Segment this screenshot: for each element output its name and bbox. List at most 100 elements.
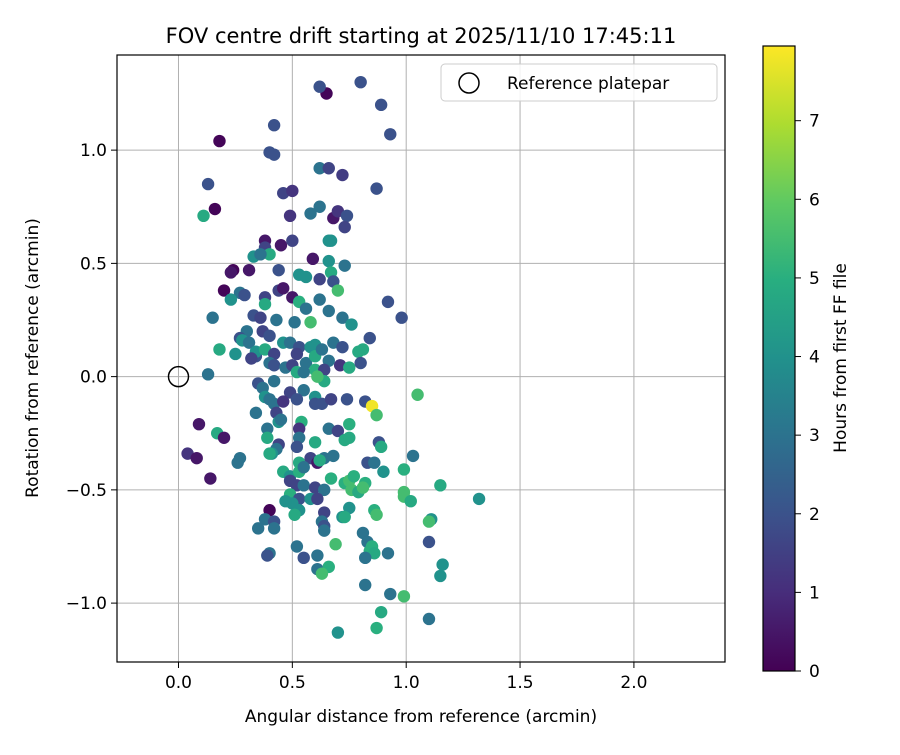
data-point — [283, 209, 297, 223]
data-point — [336, 340, 349, 354]
data-point — [258, 297, 272, 311]
data-point — [374, 440, 388, 454]
data-point — [299, 270, 313, 284]
data-point — [322, 254, 335, 268]
data-point — [311, 549, 324, 562]
y-tick-label: −1.0 — [66, 594, 107, 614]
data-point — [345, 318, 358, 331]
y-tick-label: 1.0 — [80, 141, 107, 161]
data-point — [354, 356, 367, 370]
data-point — [381, 295, 395, 309]
data-point — [254, 248, 267, 261]
data-point — [297, 479, 310, 492]
data-point — [279, 494, 292, 508]
colorbar: 0 1 2 3 4 5 6 7 Hours from first FF file — [762, 45, 851, 682]
data-points — [181, 75, 486, 639]
legend-marker-icon — [458, 72, 480, 94]
data-point — [397, 463, 411, 476]
data-point — [356, 343, 370, 356]
data-point — [313, 454, 326, 467]
data-point — [422, 515, 436, 528]
data-point — [343, 417, 356, 431]
x-tick-label: 0.0 — [165, 673, 192, 693]
data-point — [286, 184, 299, 198]
data-point — [297, 461, 310, 474]
data-point — [263, 248, 276, 261]
data-point — [274, 413, 288, 426]
data-point — [306, 252, 320, 266]
data-point — [338, 510, 351, 524]
data-point — [327, 449, 340, 463]
data-point — [267, 148, 281, 161]
y-axis-ticks: −1.0 −0.5 0.0 0.5 1.0 — [66, 141, 117, 614]
data-point — [261, 431, 274, 444]
data-point — [331, 626, 345, 639]
colorbar-tick-label: 5 — [809, 269, 820, 289]
data-point — [318, 524, 331, 537]
plot-frame — [116, 54, 726, 663]
data-point — [322, 162, 335, 175]
colorbar-gradient — [762, 45, 796, 672]
data-point — [336, 168, 349, 182]
data-point — [288, 508, 301, 521]
x-tick-label: 1.0 — [393, 673, 420, 693]
data-point — [272, 263, 285, 277]
data-point — [436, 558, 449, 571]
data-point — [208, 202, 222, 216]
data-point — [251, 522, 265, 535]
data-point — [422, 612, 436, 626]
colorbar-ticks: 0 1 2 3 4 5 6 7 — [795, 112, 820, 682]
data-point — [217, 431, 231, 444]
data-point — [374, 605, 388, 619]
data-point — [254, 311, 267, 324]
data-point — [238, 288, 251, 302]
colorbar-tick-label: 7 — [809, 112, 820, 132]
data-point — [224, 266, 238, 279]
x-axis-label: Angular distance from reference (arcmin) — [245, 707, 597, 727]
data-point — [213, 343, 226, 356]
data-point — [324, 393, 338, 406]
data-point — [304, 207, 317, 220]
data-point — [315, 343, 329, 356]
data-point — [313, 80, 326, 93]
data-point — [231, 456, 244, 469]
data-point — [377, 465, 390, 478]
data-point — [395, 311, 408, 324]
data-point — [261, 549, 274, 562]
data-point — [343, 361, 356, 374]
data-point — [277, 395, 290, 408]
data-point — [242, 263, 256, 277]
colorbar-tick-label: 4 — [809, 348, 820, 368]
data-point — [368, 456, 381, 469]
data-point — [313, 273, 326, 286]
data-point — [363, 331, 376, 345]
data-point — [397, 590, 411, 603]
reference-marker-group — [167, 365, 190, 388]
data-point — [322, 304, 335, 318]
data-point — [359, 578, 372, 592]
data-point — [229, 347, 242, 361]
data-point — [277, 282, 290, 295]
chart-title: FOV centre drift starting at 2025/11/10 … — [166, 24, 677, 48]
data-point — [331, 424, 345, 438]
legend: Reference platepar — [440, 63, 718, 102]
colorbar-tick-label: 3 — [809, 426, 820, 446]
grid-lines — [117, 55, 725, 662]
data-point — [304, 316, 317, 329]
data-point — [297, 365, 310, 379]
data-point — [267, 119, 281, 132]
data-point — [290, 440, 304, 454]
data-point — [404, 494, 417, 508]
data-point — [201, 368, 215, 381]
data-point — [263, 447, 276, 460]
y-axis-label: Rotation from reference (arcmin) — [23, 218, 43, 498]
data-point — [242, 336, 256, 349]
data-point — [311, 492, 324, 506]
data-point — [318, 483, 331, 497]
data-point — [261, 422, 274, 435]
data-point — [370, 621, 383, 635]
data-point — [338, 259, 351, 272]
data-point — [245, 352, 258, 365]
